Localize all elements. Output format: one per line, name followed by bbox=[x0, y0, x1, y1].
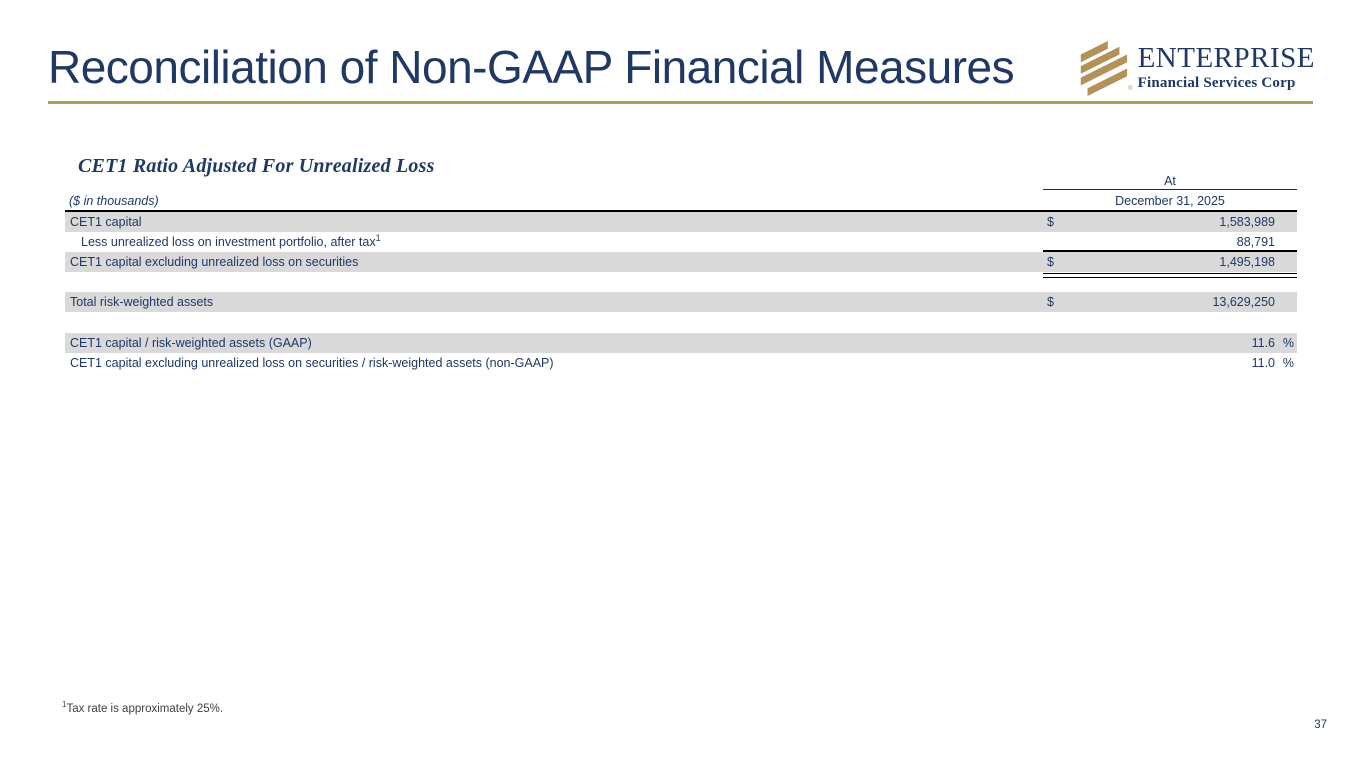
logo-text: ENTERPRISE Financial Services Corp bbox=[1138, 44, 1315, 92]
row-value-cell: $ 1,583,989 bbox=[1043, 215, 1297, 229]
subtotal-rule-double bbox=[1043, 273, 1297, 278]
currency-symbol: $ bbox=[1047, 255, 1054, 269]
table-row-risk-weighted-assets: Total risk-weighted assets $ 13,629,250 bbox=[65, 292, 1297, 312]
row-suffix: % bbox=[1282, 336, 1294, 350]
row-value-cell: 11.0 % bbox=[1043, 356, 1297, 370]
currency-symbol: $ bbox=[1047, 295, 1054, 309]
row-value-cell: $ 1,495,198 bbox=[1043, 255, 1297, 269]
table-section-title: CET1 Ratio Adjusted For Unrealized Loss bbox=[78, 155, 435, 177]
table-row-cet1-excluding: CET1 capital excluding unrealized loss o… bbox=[65, 252, 1297, 272]
row-label: CET1 capital excluding unrealized loss o… bbox=[70, 356, 554, 370]
row-amount: 13,629,250 bbox=[1212, 295, 1275, 309]
row-amount: 88,791 bbox=[1236, 235, 1275, 249]
table-row-unrealized-loss: Less unrealized loss on investment portf… bbox=[65, 232, 1297, 252]
footnote-superscript: 1 bbox=[62, 700, 67, 710]
row-amount: 1,495,198 bbox=[1219, 255, 1275, 269]
registered-mark: ® bbox=[1128, 86, 1133, 92]
row-value-cell: 88,791 bbox=[1043, 235, 1297, 249]
row-label: Total risk-weighted assets bbox=[70, 295, 214, 309]
logo-company-name: ENTERPRISE bbox=[1137, 42, 1315, 74]
page-title: Reconciliation of Non-GAAP Financial Mea… bbox=[48, 41, 1015, 93]
footnote-ref: 1 bbox=[375, 232, 381, 243]
table-row-ratio-non-gaap: CET1 capital excluding unrealized loss o… bbox=[65, 353, 1297, 373]
header-spacer bbox=[65, 172, 1043, 190]
row-label: Less unrealized loss on investment portf… bbox=[65, 232, 1043, 249]
company-logo: ® ENTERPRISE Financial Services Corp bbox=[1075, 40, 1315, 96]
row-spacer bbox=[65, 312, 1297, 333]
title-divider-rule bbox=[48, 101, 1313, 104]
enterprise-stripes-icon-svg bbox=[1080, 40, 1127, 96]
subtotal-rule-single bbox=[1043, 250, 1297, 252]
page-number: 37 bbox=[1314, 719, 1327, 731]
footnote: 1Tax rate is approximately 25%. bbox=[62, 700, 224, 715]
footnote-text: Tax rate is approximately 25%. bbox=[66, 703, 224, 715]
table-header-date-row: ($ in thousands) December 31, 2025 bbox=[65, 190, 1297, 212]
row-amount: 1,583,989 bbox=[1219, 215, 1275, 229]
row-label: CET1 capital excluding unrealized loss o… bbox=[70, 255, 359, 269]
col-header-date: December 31, 2025 bbox=[1115, 194, 1225, 208]
col-header-period: At bbox=[1043, 172, 1297, 190]
logo-company-subtitle: Financial Services Corp bbox=[1137, 75, 1296, 91]
table-header-period-row: At bbox=[65, 172, 1297, 190]
row-amount: 11.6 bbox=[1251, 336, 1275, 350]
row-label: CET1 capital / risk-weighted assets (GAA… bbox=[70, 336, 312, 350]
table-row-cet1-capital: CET1 capital $ 1,583,989 bbox=[65, 212, 1297, 232]
row-amount: 11.0 bbox=[1251, 356, 1275, 370]
reconciliation-table: At ($ in thousands) December 31, 2025 CE… bbox=[65, 172, 1297, 373]
enterprise-stripes-icon: ® bbox=[1075, 40, 1133, 96]
table-row-ratio-gaap: CET1 capital / risk-weighted assets (GAA… bbox=[65, 333, 1297, 353]
row-suffix: % bbox=[1282, 356, 1294, 370]
units-label: ($ in thousands) bbox=[69, 194, 159, 208]
row-label-text: Less unrealized loss on investment portf… bbox=[81, 235, 376, 249]
currency-symbol: $ bbox=[1047, 215, 1054, 229]
row-value-cell: $ 13,629,250 bbox=[1043, 295, 1297, 309]
row-value-cell: 11.6 % bbox=[1043, 336, 1297, 350]
row-label: CET1 capital bbox=[70, 215, 142, 229]
